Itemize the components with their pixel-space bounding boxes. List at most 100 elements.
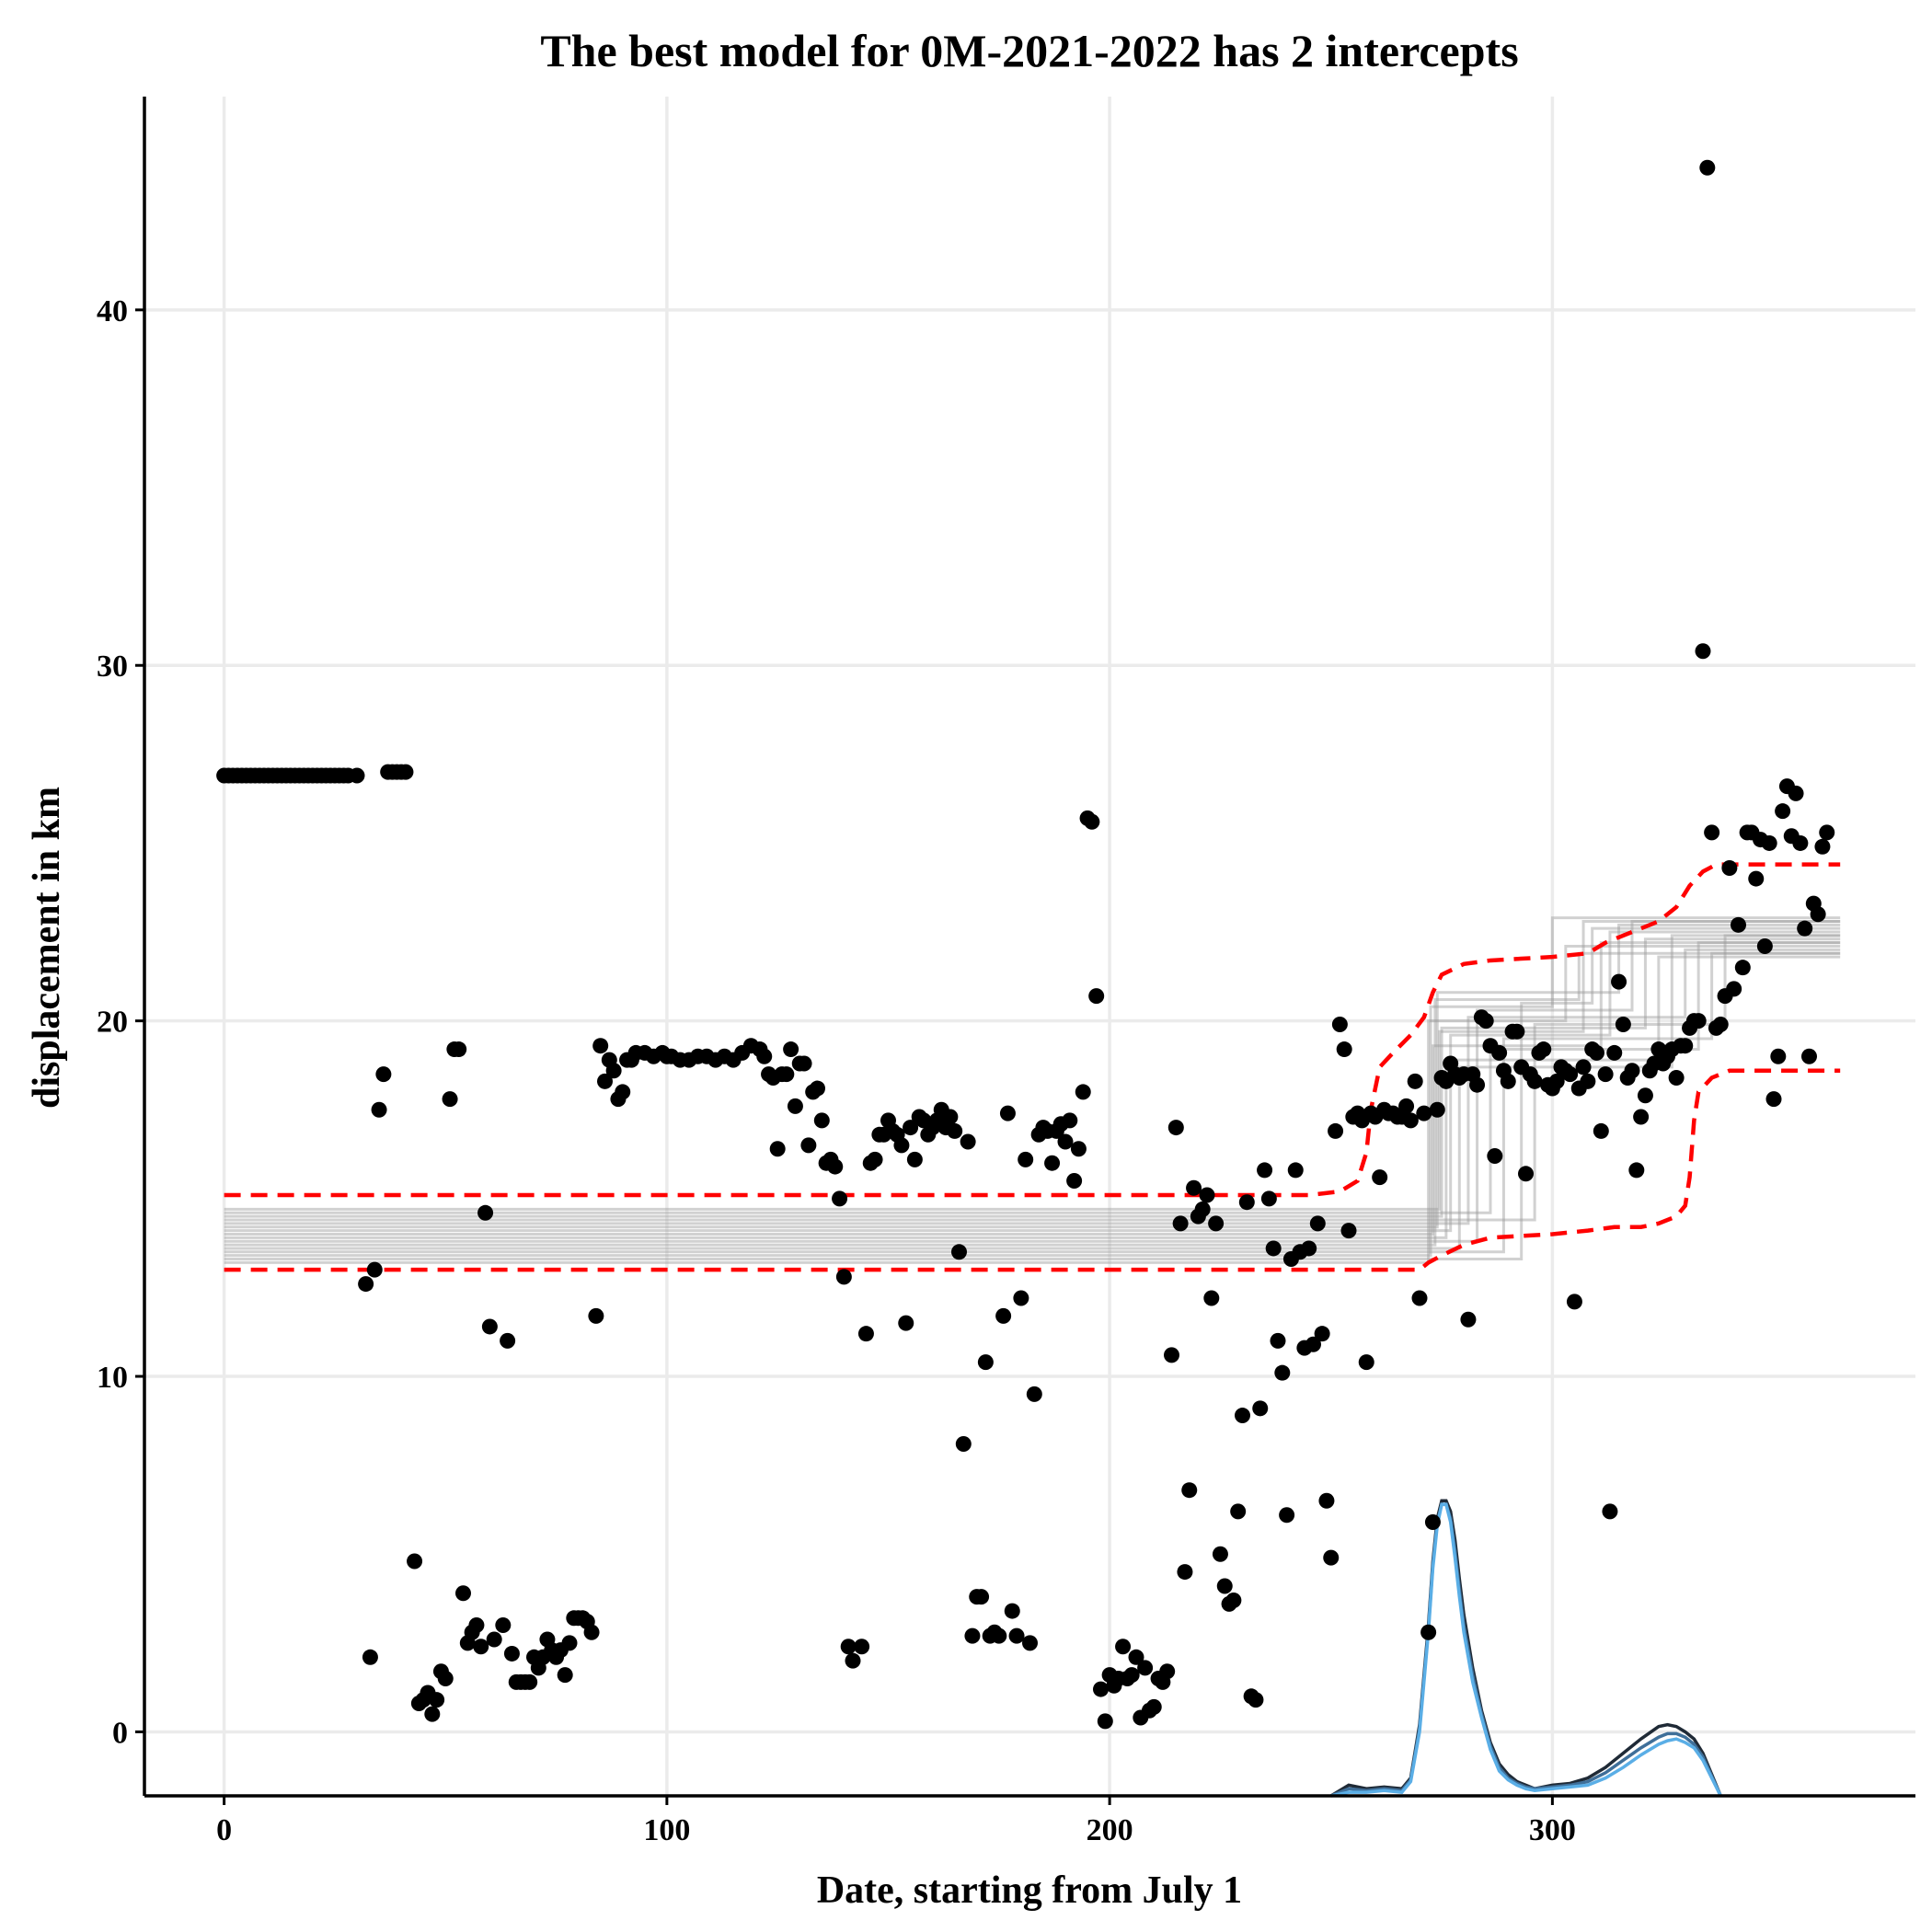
data-point <box>583 1624 600 1640</box>
fit-step-line <box>224 945 1841 1264</box>
y-tick-label: 40 <box>97 294 128 328</box>
data-point <box>1115 1639 1132 1655</box>
data-point <box>503 1645 520 1662</box>
data-point <box>810 1080 825 1097</box>
data-point <box>955 1435 972 1452</box>
data-point <box>358 1276 374 1293</box>
data-point <box>1602 1503 1618 1520</box>
data-point <box>1216 1578 1233 1594</box>
fit-step-line <box>224 955 1841 1239</box>
data-point <box>1748 870 1765 887</box>
data-point <box>1407 1073 1423 1089</box>
data-point <box>1637 1087 1653 1104</box>
data-point <box>1199 1187 1215 1203</box>
prediction-interval <box>224 862 1841 1272</box>
fit-step-line <box>224 923 1841 1229</box>
data-point <box>1580 1073 1596 1089</box>
data-point <box>1093 1681 1109 1697</box>
data-point <box>1194 1201 1211 1217</box>
data-point <box>1252 1400 1269 1417</box>
data-point <box>455 1585 471 1602</box>
data-point <box>1819 824 1835 841</box>
data-point <box>1212 1546 1228 1562</box>
data-point <box>1615 1017 1631 1033</box>
data-point <box>1726 981 1742 997</box>
data-point <box>1145 1698 1162 1715</box>
data-point <box>1677 1038 1694 1054</box>
grid-lines <box>144 97 1915 1796</box>
data-point <box>1137 1660 1154 1676</box>
density-curve <box>1330 1502 1722 1798</box>
data-point <box>832 1190 848 1207</box>
data-point <box>835 1269 852 1285</box>
data-point <box>756 1048 773 1064</box>
fit-step-line <box>224 951 1841 1247</box>
data-point <box>898 1315 914 1331</box>
data-point <box>481 1318 498 1335</box>
data-point <box>1301 1240 1317 1257</box>
data-point <box>769 1141 786 1157</box>
fit-step-line <box>224 941 1841 1236</box>
fit-step-line <box>224 916 1841 1258</box>
data-point <box>1331 1017 1348 1033</box>
data-point <box>1075 1084 1091 1100</box>
y-tick-label: 10 <box>97 1361 128 1395</box>
data-point <box>1801 1048 1817 1064</box>
data-point <box>1235 1408 1250 1424</box>
data-point <box>477 1204 494 1221</box>
y-tick-label: 0 <box>112 1716 128 1750</box>
data-point <box>1260 1190 1277 1207</box>
data-point <box>1420 1624 1437 1640</box>
data-point <box>1566 1294 1582 1310</box>
data-point <box>947 1122 963 1139</box>
data-point <box>1668 1069 1685 1086</box>
data-point <box>903 1120 919 1136</box>
data-point <box>451 1041 467 1058</box>
data-point <box>1203 1290 1220 1306</box>
x-axis-label: Date, starting from July 1 <box>817 1869 1242 1912</box>
data-point <box>1695 643 1711 660</box>
data-point <box>1013 1290 1029 1306</box>
data-point <box>473 1639 489 1655</box>
data-point <box>592 1038 609 1054</box>
data-point <box>857 1326 874 1342</box>
data-point <box>1004 1603 1020 1619</box>
data-point <box>1057 1133 1074 1150</box>
data-point <box>1270 1332 1286 1349</box>
data-point <box>429 1692 445 1708</box>
fit-step-line <box>224 937 1841 1218</box>
y-tick-label: 30 <box>97 650 128 684</box>
data-point <box>1535 1041 1552 1058</box>
data-point <box>1248 1692 1264 1708</box>
data-point <box>495 1617 512 1634</box>
data-point <box>1159 1663 1176 1680</box>
data-point <box>1814 838 1831 855</box>
data-point <box>1066 1173 1083 1190</box>
data-points <box>216 159 1835 1730</box>
data-point <box>1699 159 1716 176</box>
data-point <box>964 1627 981 1644</box>
data-point <box>1575 1059 1592 1075</box>
data-point <box>893 1137 910 1154</box>
data-point <box>1230 1503 1247 1520</box>
data-point <box>840 1639 857 1655</box>
data-point <box>1022 1635 1038 1651</box>
data-point <box>1712 1017 1729 1033</box>
data-point <box>800 1137 817 1154</box>
data-point <box>407 1553 423 1570</box>
interval-upper-line <box>224 862 1841 1198</box>
data-point <box>362 1649 378 1665</box>
data-point <box>1287 1162 1304 1179</box>
axis-ticks: 0 100 200 300 0 10 20 30 40 <box>97 294 1576 1847</box>
data-point <box>1792 834 1809 851</box>
data-point <box>1469 1076 1486 1093</box>
data-point <box>1761 834 1777 851</box>
data-point <box>500 1332 516 1349</box>
data-point <box>1731 916 1746 933</box>
data-point <box>1336 1041 1352 1058</box>
data-point <box>1257 1162 1273 1179</box>
data-point <box>1416 1105 1432 1121</box>
data-point <box>1123 1667 1140 1684</box>
data-point <box>1509 1023 1525 1040</box>
